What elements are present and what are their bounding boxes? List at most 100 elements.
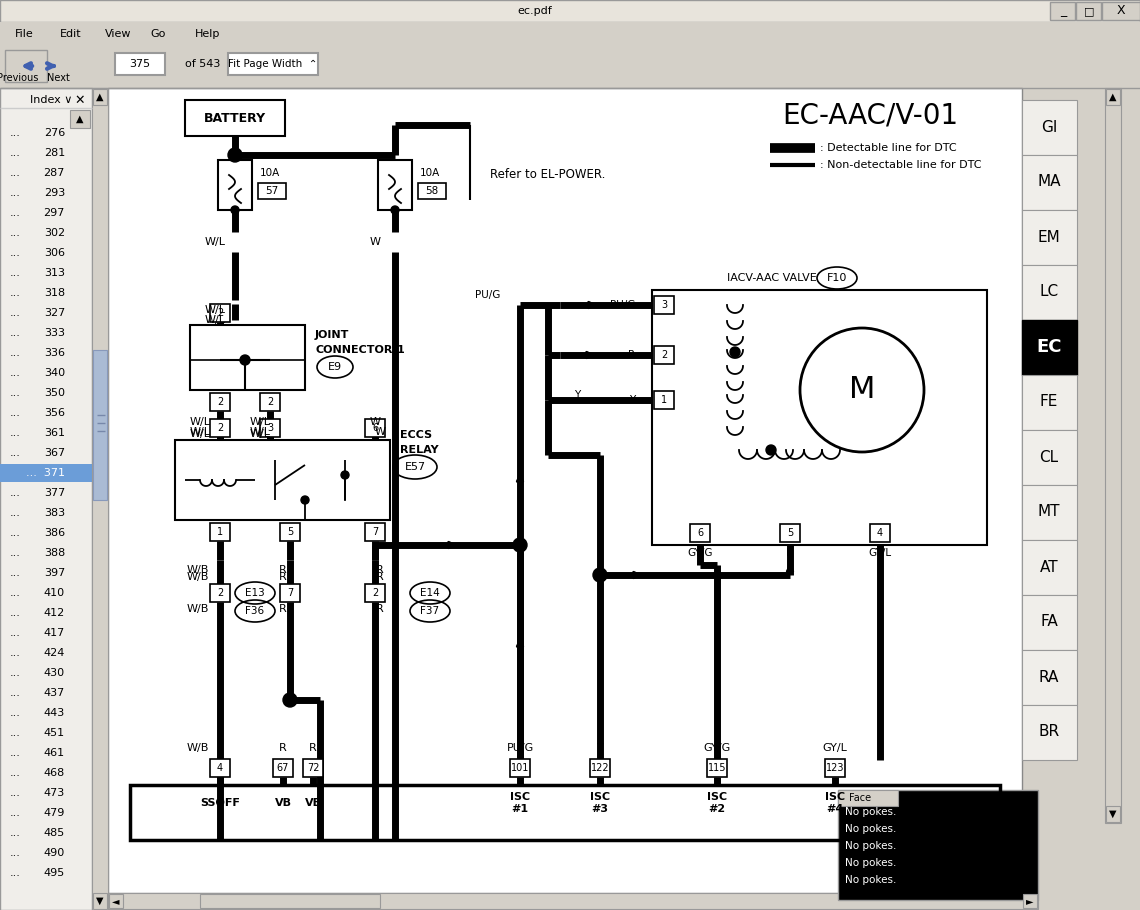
Text: 297: 297 bbox=[43, 208, 65, 218]
Text: No pokes.: No pokes. bbox=[845, 841, 896, 851]
Text: FE: FE bbox=[1040, 395, 1058, 410]
Text: ISC
#2: ISC #2 bbox=[707, 793, 727, 814]
Bar bbox=[130, 785, 1000, 840]
Bar bbox=[210, 584, 230, 602]
Text: W/L: W/L bbox=[204, 315, 226, 325]
Text: ...: ... bbox=[10, 608, 21, 618]
Text: E13: E13 bbox=[245, 588, 264, 598]
Circle shape bbox=[391, 206, 399, 214]
Text: ...  371: ... 371 bbox=[25, 468, 65, 478]
Text: 443: 443 bbox=[43, 708, 65, 718]
Circle shape bbox=[730, 347, 740, 357]
Text: R: R bbox=[279, 604, 287, 614]
Text: 2: 2 bbox=[267, 397, 274, 407]
Bar bbox=[1021, 540, 1077, 595]
Bar bbox=[185, 100, 285, 136]
Bar bbox=[260, 393, 280, 411]
Text: 386: 386 bbox=[43, 528, 65, 538]
Bar bbox=[210, 759, 230, 777]
Bar bbox=[418, 183, 446, 199]
Text: MA: MA bbox=[1037, 175, 1060, 189]
Bar bbox=[218, 160, 252, 210]
Text: R: R bbox=[279, 743, 287, 753]
Text: R: R bbox=[787, 548, 793, 558]
Bar bbox=[654, 346, 674, 364]
Bar bbox=[654, 391, 674, 409]
Bar bbox=[200, 894, 380, 908]
Text: ...: ... bbox=[10, 268, 21, 278]
Circle shape bbox=[283, 693, 298, 707]
Text: 287: 287 bbox=[43, 168, 65, 178]
Bar bbox=[210, 523, 230, 541]
Text: ...: ... bbox=[10, 748, 21, 758]
Bar bbox=[1021, 705, 1077, 760]
Text: ...: ... bbox=[10, 308, 21, 318]
Text: ISC
#3: ISC #3 bbox=[589, 793, 610, 814]
Text: ◄: ◄ bbox=[112, 896, 120, 906]
Bar bbox=[870, 524, 890, 542]
Text: Edit: Edit bbox=[60, 29, 82, 39]
Text: ...: ... bbox=[10, 688, 21, 698]
Text: Index ∨: Index ∨ bbox=[30, 95, 72, 105]
Bar bbox=[1021, 650, 1077, 705]
Text: 10A: 10A bbox=[260, 168, 280, 178]
Text: ►: ► bbox=[1026, 896, 1034, 906]
Text: ...: ... bbox=[10, 448, 21, 458]
Text: : Non-detectable line for DTC: : Non-detectable line for DTC bbox=[820, 160, 982, 170]
Text: Fit Page Width  ⌃: Fit Page Width ⌃ bbox=[228, 59, 318, 69]
Text: 6: 6 bbox=[697, 528, 703, 538]
Text: 388: 388 bbox=[43, 548, 65, 558]
Text: 115: 115 bbox=[708, 763, 726, 773]
Bar bbox=[690, 524, 710, 542]
Text: 361: 361 bbox=[44, 428, 65, 438]
Text: ISC
#4: ISC #4 bbox=[825, 793, 845, 814]
Text: 375: 375 bbox=[130, 59, 150, 69]
Text: VB: VB bbox=[275, 798, 292, 808]
Text: E57: E57 bbox=[405, 462, 425, 472]
Text: ...: ... bbox=[10, 508, 21, 518]
Bar bbox=[838, 790, 1039, 900]
Text: ...: ... bbox=[10, 328, 21, 338]
Text: : Detectable line for DTC: : Detectable line for DTC bbox=[820, 143, 956, 153]
Text: 7: 7 bbox=[287, 588, 293, 598]
Text: 1: 1 bbox=[217, 527, 223, 537]
Text: 293: 293 bbox=[43, 188, 65, 198]
Text: 57: 57 bbox=[266, 186, 278, 196]
Bar bbox=[93, 893, 107, 909]
Text: 333: 333 bbox=[44, 328, 65, 338]
Text: W/L: W/L bbox=[250, 429, 270, 439]
Text: Previous: Previous bbox=[0, 73, 39, 83]
Text: ...: ... bbox=[10, 728, 21, 738]
Text: 461: 461 bbox=[43, 748, 65, 758]
Bar bbox=[70, 110, 90, 128]
Text: ECM: ECM bbox=[885, 814, 915, 826]
Text: 123: 123 bbox=[825, 763, 845, 773]
Text: F37: F37 bbox=[421, 606, 440, 616]
Bar bbox=[378, 160, 412, 210]
Text: 306: 306 bbox=[44, 248, 65, 258]
Text: W/B: W/B bbox=[187, 604, 209, 614]
Bar bbox=[210, 419, 230, 437]
Text: ...: ... bbox=[10, 228, 21, 238]
Text: 2: 2 bbox=[217, 588, 223, 598]
Text: W/L: W/L bbox=[189, 429, 211, 439]
Text: W/L: W/L bbox=[189, 417, 211, 427]
Text: ...: ... bbox=[10, 868, 21, 878]
Bar bbox=[838, 790, 898, 806]
Bar bbox=[0, 46, 1140, 88]
Text: W/B: W/B bbox=[187, 565, 209, 575]
Bar bbox=[1076, 2, 1101, 20]
Text: ...: ... bbox=[10, 708, 21, 718]
Text: W/L: W/L bbox=[204, 237, 226, 247]
Text: PU/G: PU/G bbox=[610, 300, 635, 310]
Text: 473: 473 bbox=[43, 788, 65, 798]
Text: GY/L: GY/L bbox=[823, 743, 847, 753]
Bar bbox=[280, 584, 300, 602]
Text: ...: ... bbox=[10, 368, 21, 378]
Bar bbox=[0, 22, 1140, 46]
Bar bbox=[272, 759, 293, 777]
Text: W: W bbox=[369, 237, 381, 247]
Text: 397: 397 bbox=[43, 568, 65, 578]
Circle shape bbox=[231, 206, 239, 214]
Text: PU/G: PU/G bbox=[474, 290, 500, 300]
